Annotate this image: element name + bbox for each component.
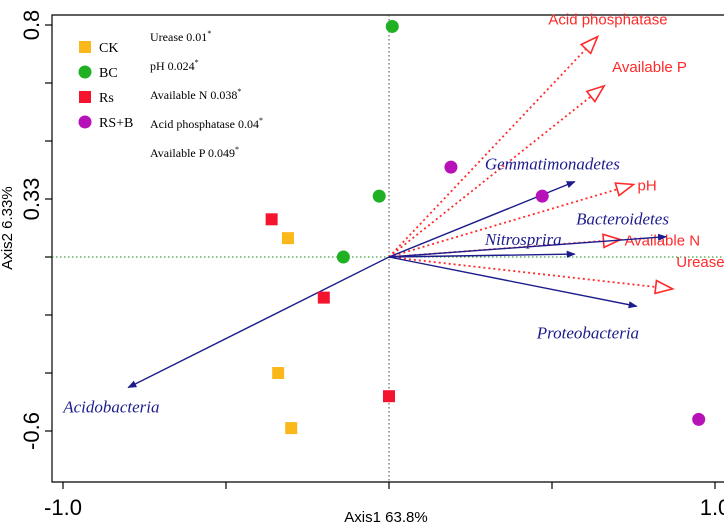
significance-superscript: * xyxy=(235,145,239,154)
x-tick-label: -1.0 xyxy=(44,495,82,520)
point-rs-b xyxy=(535,189,549,203)
legend-label: BC xyxy=(99,66,118,81)
plot-frame xyxy=(51,14,724,483)
species-vector-line xyxy=(388,250,576,258)
env-vector-label: Available N xyxy=(624,233,700,250)
point-rs-b xyxy=(444,160,458,174)
significance-superscript: * xyxy=(195,58,199,67)
significance-label: pH 0.024 xyxy=(150,59,195,73)
y-tick-label: 0.8 xyxy=(19,10,44,41)
legend-label: RS+B xyxy=(99,116,133,131)
species-vector-label: Nitrosprira xyxy=(484,230,562,249)
env-vector-arrowhead xyxy=(614,182,636,197)
point-rs xyxy=(383,390,395,403)
species-vector-label: Acidobacteria xyxy=(62,398,159,417)
significance-item: pH 0.024* xyxy=(150,58,199,73)
species-vector-line xyxy=(388,256,638,309)
y-tick-label: -0.6 xyxy=(19,412,44,450)
significance-label: Available P 0.049 xyxy=(150,146,235,160)
species-vector-label: Gemmatimonadetes xyxy=(485,155,620,174)
y-tick-label: 0.33 xyxy=(19,178,44,221)
significance-item: Available P 0.049* xyxy=(150,145,239,160)
species-vector-line xyxy=(127,256,390,389)
point-rs xyxy=(265,213,278,226)
significance-superscript: * xyxy=(237,87,241,96)
significance-superscript: * xyxy=(207,29,211,38)
significance-label: Acid phosphatase 0.04 xyxy=(150,117,259,131)
legend-marker xyxy=(78,65,92,79)
env-vector-arrowhead xyxy=(654,279,675,295)
significance-item: Available N 0.038* xyxy=(150,87,241,102)
x-axis-title: Axis1 63.8% xyxy=(344,509,427,526)
significance-item: Acid phosphatase 0.04* xyxy=(150,116,263,131)
env-vector-line xyxy=(388,256,656,288)
env-vector-arrowhead xyxy=(579,34,600,55)
significance-label: Urease 0.01 xyxy=(150,30,207,44)
species-vector-label: Proteobacteria xyxy=(536,323,639,342)
significance-item: Urease 0.01* xyxy=(150,29,211,44)
env-vector-label: Urease xyxy=(676,254,724,271)
env-vector-label: Available P xyxy=(612,59,687,76)
y-axis-title: Axis2 6.33% xyxy=(0,186,16,269)
significance-label: Available N 0.038 xyxy=(150,88,237,102)
significance-superscript: * xyxy=(259,116,263,125)
species-vector-label: Bacteroidetes xyxy=(576,210,669,229)
point-rs-b xyxy=(692,412,706,426)
point-rs xyxy=(317,291,330,304)
point-ck xyxy=(281,232,294,245)
x-tick-label: 1.0 xyxy=(700,495,724,520)
point-ck xyxy=(285,422,298,435)
env-vector-label: pH xyxy=(638,178,657,195)
legend-label: CK xyxy=(99,41,118,56)
legend-marker xyxy=(78,115,92,129)
legend-marker xyxy=(79,91,91,103)
env-vector-line xyxy=(388,48,587,258)
env-vector-arrowhead xyxy=(585,84,606,103)
legend-label: Rs xyxy=(99,91,114,106)
point-ck xyxy=(272,367,285,379)
env-vector-label: Acid phosphatase xyxy=(548,12,667,29)
point-bc xyxy=(336,250,350,264)
species-vector-line xyxy=(388,233,667,258)
legend-marker xyxy=(79,41,91,53)
point-bc xyxy=(385,19,399,33)
point-bc xyxy=(372,189,386,203)
